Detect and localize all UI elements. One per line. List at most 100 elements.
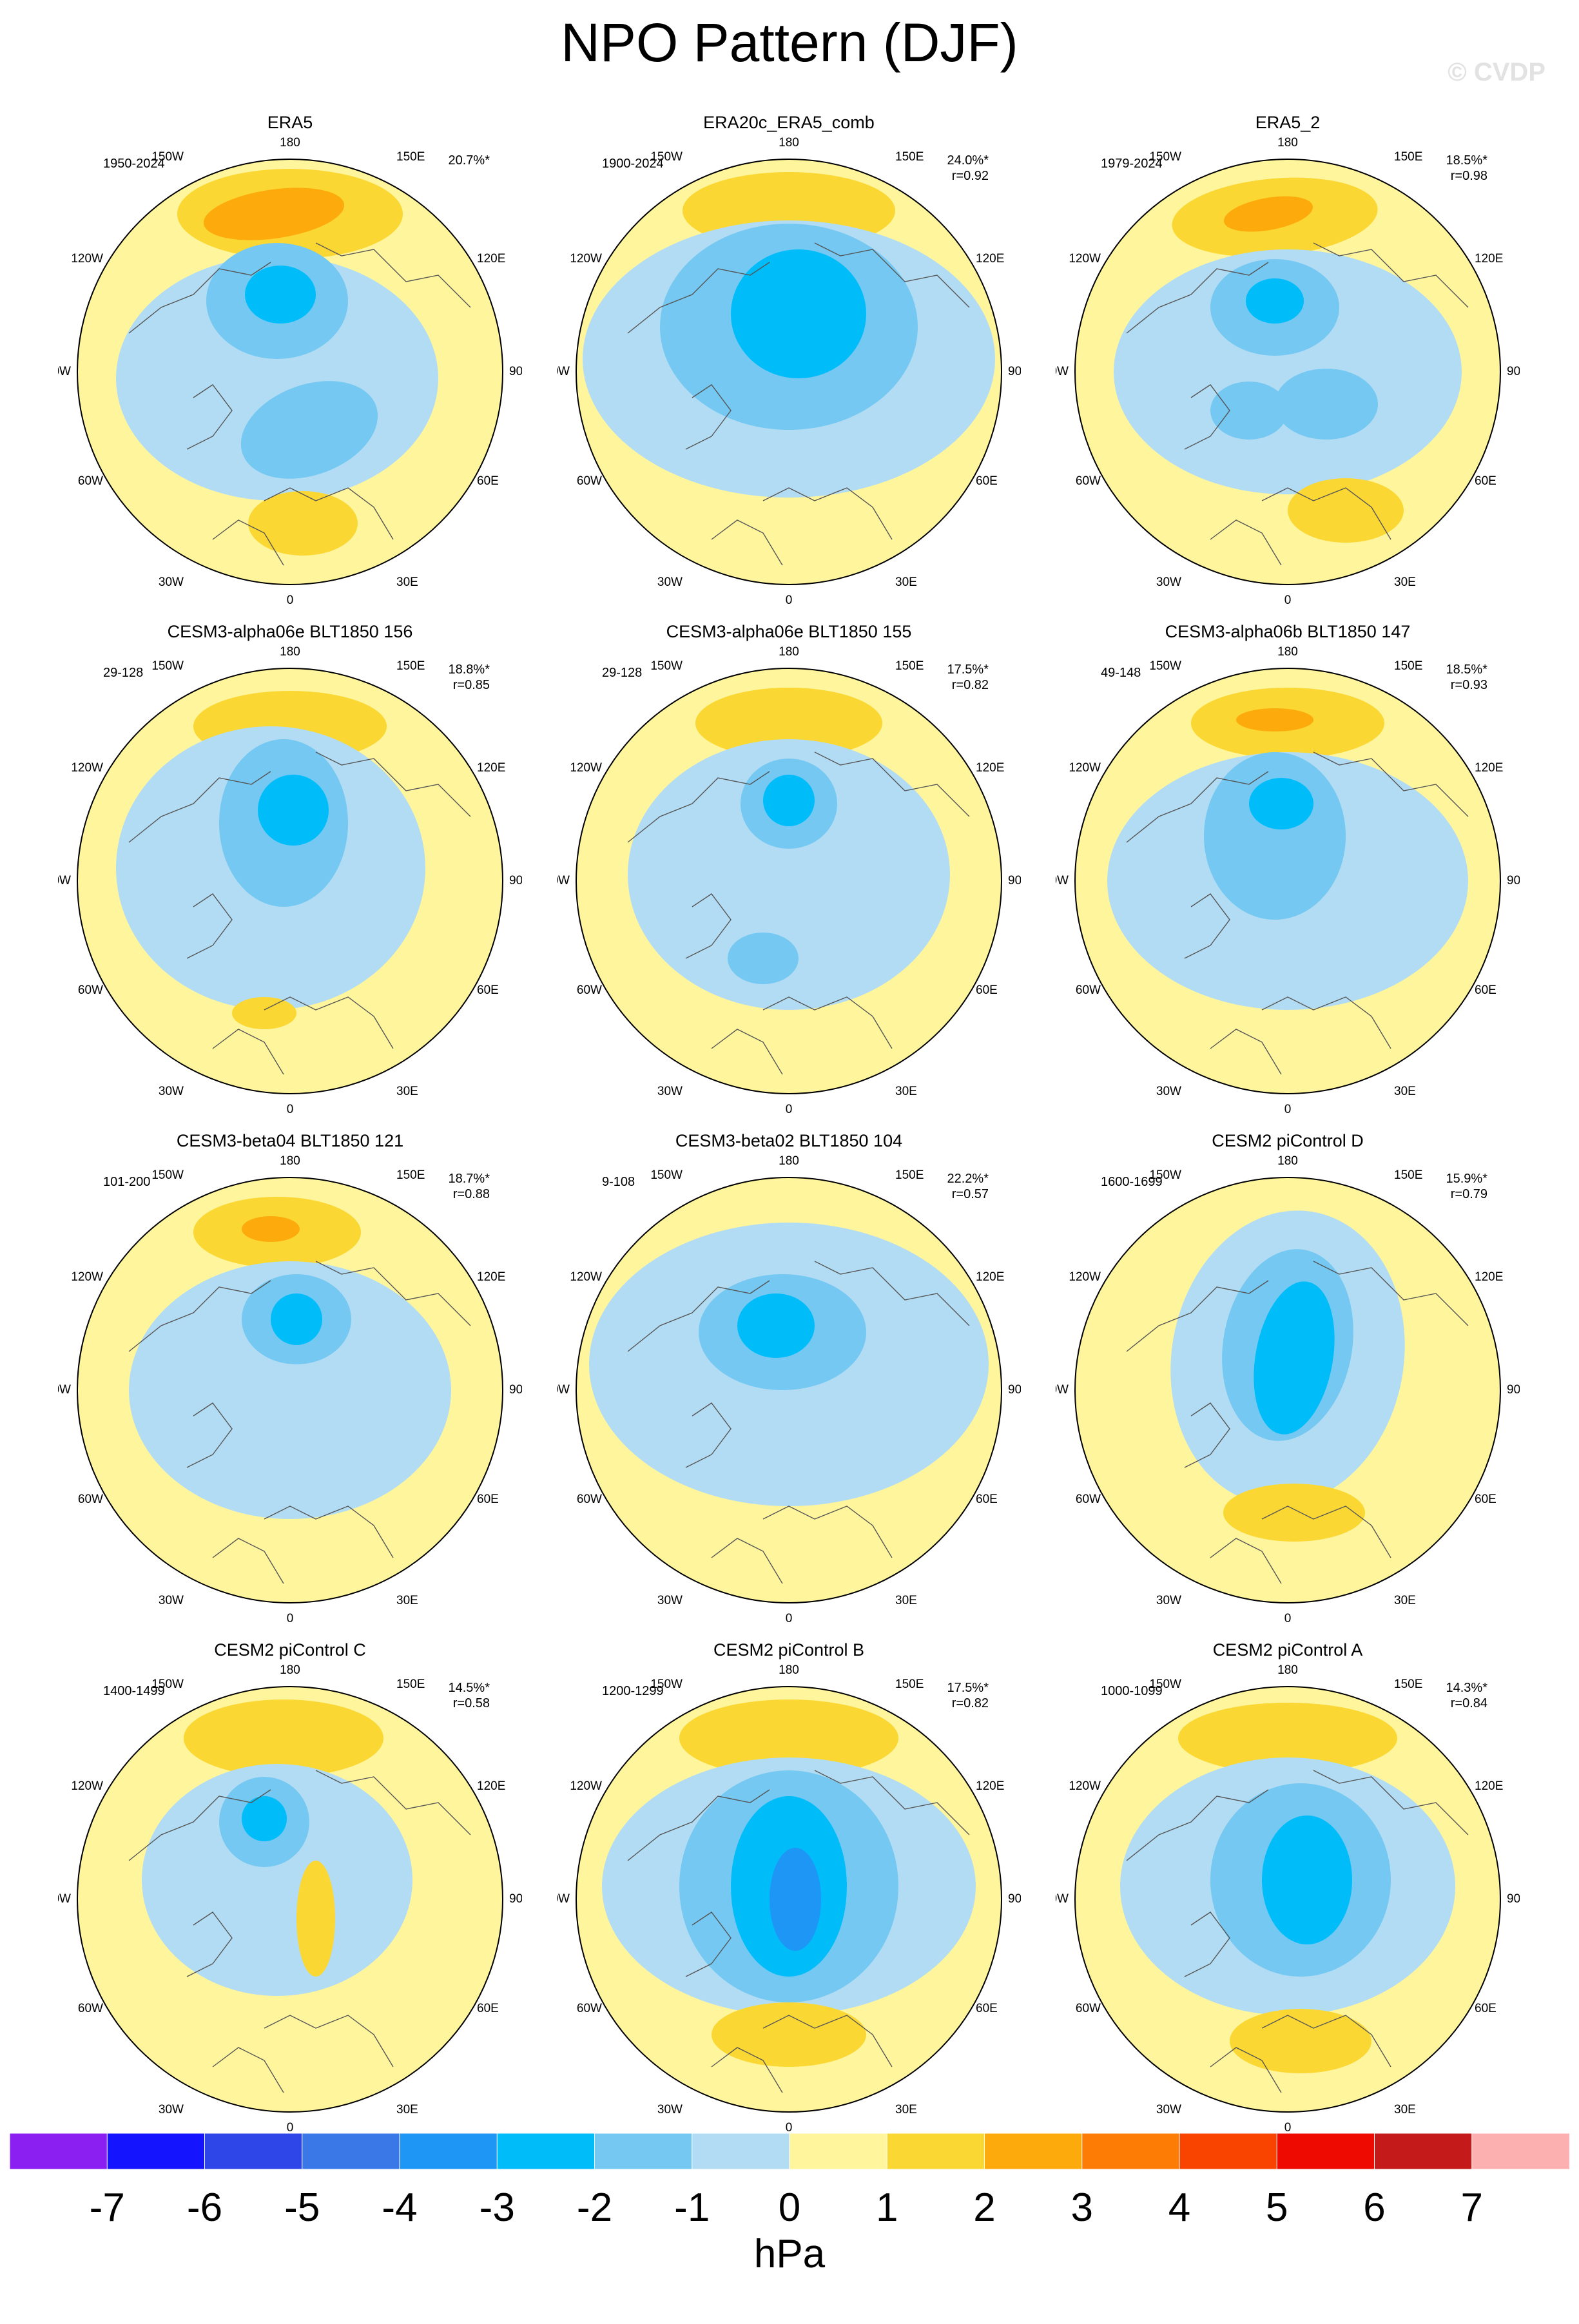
longitude-label: 180 bbox=[1277, 1663, 1298, 1677]
longitude-label: 120W bbox=[1069, 761, 1101, 775]
coastline bbox=[1126, 262, 1269, 334]
longitude-label: 150E bbox=[1394, 659, 1422, 673]
coastline bbox=[762, 1506, 893, 1558]
longitude-label: 150W bbox=[650, 1168, 683, 1182]
polar-map: 180 150W 150E 120W 120E 90W 90E 60W 60E 30W 30E 0 bbox=[1056, 1663, 1520, 2135]
longitude-label: 0 bbox=[786, 594, 793, 607]
longitude-label: 30W bbox=[159, 1594, 184, 1607]
panel-period: 1600-1699 bbox=[1101, 1175, 1163, 1189]
coastline bbox=[1210, 519, 1282, 566]
longitude-label: 120W bbox=[570, 1270, 602, 1284]
colorbar-tick: 3 bbox=[1070, 2185, 1093, 2230]
coastline bbox=[128, 1280, 271, 1352]
explained-variance: 17.5%* bbox=[947, 1681, 989, 1695]
longitude-label: 180 bbox=[280, 136, 300, 150]
longitude-label: 90W bbox=[58, 1383, 71, 1397]
contour-fill bbox=[184, 1699, 383, 1777]
longitude-label: 60E bbox=[477, 983, 499, 997]
contour-fill bbox=[1178, 1703, 1397, 1774]
longitude-label: 120W bbox=[71, 761, 103, 775]
coastline bbox=[762, 487, 893, 540]
colorbar-swatch bbox=[1276, 2133, 1375, 2170]
panel-period: 29-128 bbox=[602, 666, 643, 680]
panel-stats: 18.5%* r=0.98 bbox=[1446, 153, 1488, 184]
longitude-label: 60W bbox=[577, 983, 602, 997]
contour-fill bbox=[1275, 369, 1378, 440]
panel-title: CESM3-alpha06e BLT1850 156 bbox=[167, 622, 413, 641]
pattern-correlation: r=0.93 bbox=[1450, 678, 1487, 692]
panel-period: 101-200 bbox=[103, 1175, 151, 1189]
longitude-label: 30E bbox=[1394, 1594, 1416, 1607]
coastline bbox=[1313, 242, 1469, 308]
contour-fill bbox=[679, 1699, 898, 1777]
longitude-label: 150W bbox=[151, 150, 184, 164]
coastline bbox=[1184, 384, 1230, 450]
map-panel: 180 150W 150E 120W 120E 90W 90E 60W 60E 30W 30E 0 CE… bbox=[557, 622, 1021, 1131]
longitude-label: 0 bbox=[287, 1612, 294, 1625]
longitude-label: 150W bbox=[151, 659, 184, 673]
panel-title: ERA20c_ERA5_comb bbox=[703, 113, 875, 132]
longitude-label: 180 bbox=[1277, 1154, 1298, 1168]
colorbar-swatch bbox=[1081, 2133, 1180, 2170]
coastline bbox=[627, 771, 770, 843]
coastline bbox=[315, 1770, 471, 1835]
map-panel: 180 150W 150E 120W 120E 90W 90E 60W 60E 30W 30E 0 CE… bbox=[1056, 1131, 1520, 1640]
longitude-label: 30W bbox=[1156, 2103, 1181, 2116]
longitude-label: 90W bbox=[58, 1892, 71, 1906]
longitude-label: 90E bbox=[1008, 874, 1021, 887]
contour-fill bbox=[240, 381, 378, 479]
map-panel: 180 150W 150E 120W 120E 90W 90E 60W 60E 30W 30E 0 CE… bbox=[557, 1131, 1021, 1640]
explained-variance: 24.0%* bbox=[947, 153, 989, 168]
longitude-label: 30W bbox=[1156, 576, 1181, 589]
map-panel: 180 150W 150E 120W 120E 90W 90E 60W 60E 30W 30E 0 CE… bbox=[1056, 1640, 1520, 2149]
polar-map: 180 150W 150E 120W 120E 90W 90E 60W 60E 30W 30E 0 bbox=[1056, 1154, 1520, 1625]
longitude-label: 150E bbox=[396, 1168, 425, 1182]
panel-period: 1979-2024 bbox=[1101, 157, 1163, 171]
longitude-label: 60W bbox=[1076, 2002, 1101, 2015]
longitude-label: 120E bbox=[976, 1779, 1004, 1793]
colorbar-tick: -4 bbox=[382, 2185, 418, 2230]
colorbar-swatch bbox=[496, 2133, 596, 2170]
coastline bbox=[627, 262, 770, 334]
longitude-label: 60E bbox=[1475, 2002, 1497, 2015]
pattern-correlation: r=0.58 bbox=[452, 1696, 490, 1710]
contour-fill bbox=[1254, 1281, 1335, 1435]
panel-title: CESM2 piControl C bbox=[214, 1640, 366, 1660]
longitude-label: 30E bbox=[1394, 576, 1416, 589]
map-border bbox=[77, 159, 503, 585]
coastline bbox=[711, 2047, 783, 2093]
longitude-label: 30W bbox=[159, 576, 184, 589]
map-border bbox=[1074, 159, 1501, 585]
map-panel: 180 150W 150E 120W 120E 90W 90E 60W 60E 30W 30E 0 ER… bbox=[557, 113, 1021, 622]
polar-map: 180 150W 150E 120W 120E 90W 90E 60W 60E 30W 30E 0 bbox=[58, 1154, 522, 1625]
longitude-label: 120E bbox=[1475, 1779, 1503, 1793]
colorbar-tick: -7 bbox=[89, 2185, 125, 2230]
longitude-label: 180 bbox=[280, 645, 300, 659]
pattern-correlation: r=0.85 bbox=[452, 678, 490, 692]
longitude-label: 120E bbox=[1475, 252, 1503, 266]
coastline bbox=[627, 1789, 770, 1861]
coastline bbox=[1210, 1029, 1282, 1075]
longitude-label: 30E bbox=[396, 1085, 418, 1098]
coastline bbox=[685, 893, 731, 959]
longitude-label: 120W bbox=[1069, 1270, 1101, 1284]
longitude-label: 120W bbox=[570, 1779, 602, 1793]
coastline bbox=[1261, 487, 1391, 540]
contour-fill bbox=[242, 1216, 300, 1242]
longitude-label: 60W bbox=[577, 474, 602, 488]
map-panel: 180 150W 150E 120W 120E 90W 90E 60W 60E 30W 30E 0 CE… bbox=[1056, 622, 1520, 1131]
coastline bbox=[1261, 2015, 1391, 2067]
panel-period: 9-108 bbox=[602, 1175, 635, 1189]
coastline bbox=[186, 893, 233, 959]
longitude-label: 120E bbox=[477, 1779, 505, 1793]
longitude-label: 30E bbox=[1394, 1085, 1416, 1098]
longitude-label: 90E bbox=[509, 1892, 522, 1906]
coastline bbox=[685, 1402, 731, 1468]
colorbar-tick: -6 bbox=[186, 2185, 223, 2230]
coastline bbox=[685, 384, 731, 450]
longitude-label: 0 bbox=[786, 1612, 793, 1625]
colorbar-swatch bbox=[1374, 2133, 1473, 2170]
pattern-correlation: r=0.82 bbox=[951, 678, 989, 692]
longitude-label: 90E bbox=[1507, 365, 1520, 378]
figure-title: NPO Pattern (DJF) bbox=[561, 12, 1018, 73]
